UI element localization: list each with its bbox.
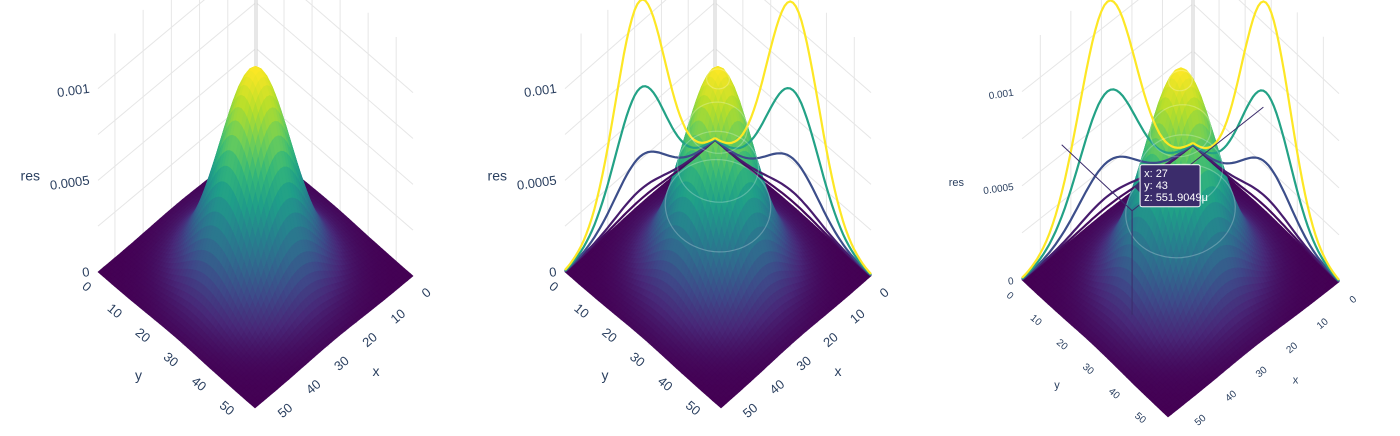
x-tick-label: 40 xyxy=(1223,388,1239,404)
x-tick-label: 40 xyxy=(303,376,324,397)
y-tick-label: 0 xyxy=(546,278,561,294)
hover-tooltip: x: 27y: 43z: 551.9049μ xyxy=(1061,106,1264,315)
y-axis-title: y xyxy=(1054,380,1060,392)
z-tick-label: 0 xyxy=(1007,276,1014,288)
surface-svg: 0 0.0005 0.001 0 10 20 30 40 50 0 10 20 30 40 50 res y x x… xyxy=(949,0,1360,429)
y-tick-label: 40 xyxy=(189,373,210,394)
axis-titles: res y x xyxy=(949,177,1299,391)
y-tick-label: 0 xyxy=(79,278,94,294)
z-tick-label: 0.0005 xyxy=(983,182,1015,197)
tooltip-box xyxy=(1139,164,1201,208)
y-tick-label: 0 xyxy=(1004,290,1016,302)
surface-plot-3[interactable]: 0 0.0005 0.001 0 10 20 30 40 50 0 10 20 30 40 50 res y x x… xyxy=(934,0,1400,436)
x-axis-title: x xyxy=(1293,375,1299,387)
tooltip-line: z: 551.9049μ xyxy=(1144,192,1208,204)
surface-mesh xyxy=(564,65,872,409)
x-tick-label: 50 xyxy=(275,400,296,421)
contour-lines xyxy=(564,0,872,277)
z-tick-label: 0.0005 xyxy=(516,172,557,192)
y-tick-label: 20 xyxy=(1054,337,1070,353)
y-axis-title: y xyxy=(602,367,609,383)
y-tick-label: 50 xyxy=(1132,411,1148,427)
x-tick-label: 50 xyxy=(1193,413,1209,429)
x-tick-label: 10 xyxy=(388,306,409,327)
y-tick-label: 30 xyxy=(627,349,648,370)
y-tick-label: 40 xyxy=(655,373,676,394)
z-tick-label: 0.0005 xyxy=(49,172,90,192)
surface-mesh xyxy=(97,65,414,409)
surface-svg: 0 0.0005 0.001 0 10 20 30 40 50 0 10 20 30 40 50 res y x xyxy=(21,0,434,421)
y-tick-label: 20 xyxy=(599,325,620,346)
y-tick-label: 50 xyxy=(683,398,704,419)
contour-lines xyxy=(1021,0,1340,283)
x-tick-label: 20 xyxy=(359,329,380,350)
z-tick-label: 0 xyxy=(548,264,557,280)
tooltip-line: x: 27 xyxy=(1144,168,1168,180)
x-tick-label: 0 xyxy=(877,284,892,300)
axis-titles: res y x xyxy=(488,168,842,383)
x-axis-title: x xyxy=(835,363,842,379)
y-tick-label: 20 xyxy=(133,325,154,346)
y-tick-label: 40 xyxy=(1106,386,1122,402)
z-axis-title: res xyxy=(949,177,965,189)
x-tick-label: 30 xyxy=(793,353,814,374)
x-tick-label: 0 xyxy=(419,284,434,300)
z-axis-title: res xyxy=(488,168,507,184)
y-tick-label: 10 xyxy=(105,300,126,321)
z-tick-label: 0 xyxy=(81,264,90,280)
y-tick-label: 10 xyxy=(1028,313,1044,329)
surface-plot-2[interactable]: 0 0.0005 0.001 0 10 20 30 40 50 0 10 20 30 40 50 res y x xyxy=(467,0,934,436)
y-tick-label: 50 xyxy=(217,398,238,419)
tick-labels: 0 0.0005 0.001 0 10 20 30 40 50 0 10 20 30 40 50 xyxy=(49,81,434,421)
z-tick-label: 0.001 xyxy=(523,81,557,100)
z-axis-title: res xyxy=(21,168,40,184)
x-tick-label: 50 xyxy=(740,400,761,421)
y-tick-label: 30 xyxy=(161,349,182,370)
x-tick-label: 10 xyxy=(1315,316,1331,332)
z-tick-label: 0.001 xyxy=(56,81,90,100)
z-tick-label: 0.001 xyxy=(988,88,1015,102)
surface-mesh xyxy=(1021,67,1340,418)
x-tick-label: 30 xyxy=(331,353,352,374)
surface-plot-1[interactable]: 0 0.0005 0.001 0 10 20 30 40 50 0 10 20 30 40 50 res y x xyxy=(0,0,467,436)
x-tick-label: 40 xyxy=(767,376,788,397)
y-tick-label: 10 xyxy=(571,300,592,321)
x-tick-label: 0 xyxy=(1348,294,1360,306)
x-tick-label: 20 xyxy=(820,329,841,350)
x-tick-label: 20 xyxy=(1285,340,1301,356)
x-tick-label: 10 xyxy=(847,306,868,327)
x-tick-label: 30 xyxy=(1254,364,1270,380)
tooltip-line: y: 43 xyxy=(1144,180,1168,192)
y-tick-label: 30 xyxy=(1080,362,1096,378)
y-axis-title: y xyxy=(135,367,142,383)
axis-titles: res y x xyxy=(21,168,380,383)
x-axis-title: x xyxy=(373,363,380,379)
